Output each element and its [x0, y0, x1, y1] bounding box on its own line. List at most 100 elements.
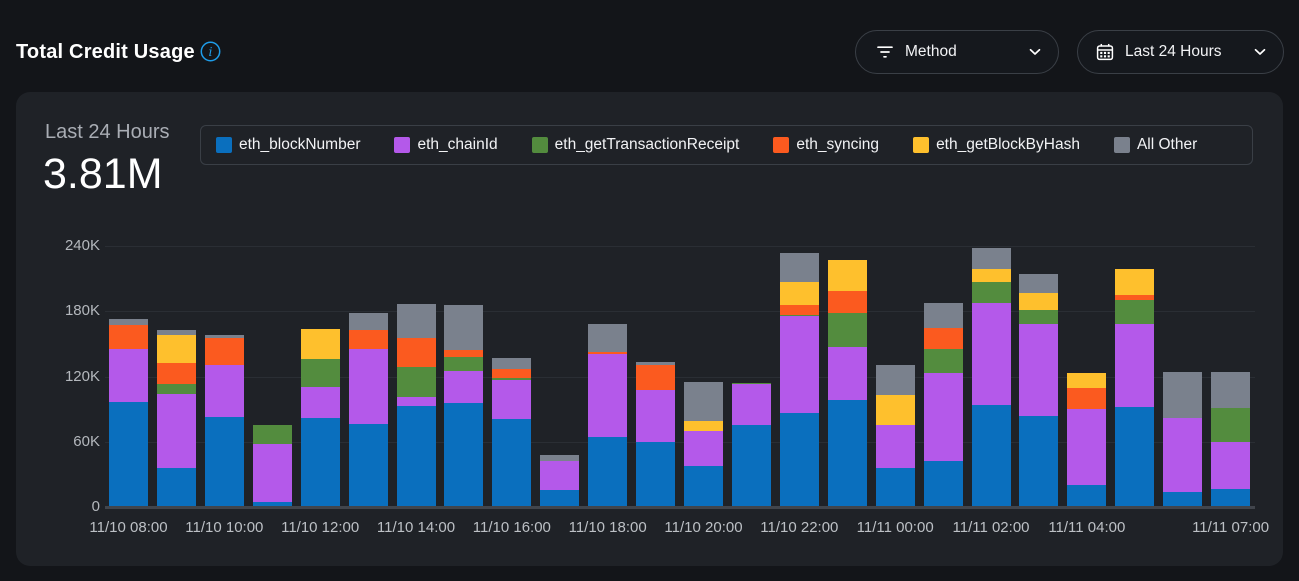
bar-segment-eth_getBlockByHash[interactable] [779, 281, 819, 305]
bar-segment-eth_syncing[interactable] [492, 368, 532, 378]
bar-segment-eth_getTransactionReceipt[interactable] [779, 314, 819, 316]
bar-segment-All Other[interactable] [875, 364, 915, 396]
bar-segment-eth_chainId[interactable] [875, 425, 915, 468]
bar-segment-eth_getTransactionReceipt[interactable] [1019, 310, 1059, 325]
bar-segment-All Other[interactable] [444, 304, 484, 351]
bar-segment-eth_blockNumber[interactable] [204, 416, 244, 507]
bar-segment-eth_getBlockByHash[interactable] [684, 421, 723, 431]
bar-11/10 23:00[interactable] [827, 260, 867, 507]
bar-segment-eth_chainId[interactable] [1211, 441, 1251, 489]
bar-segment-eth_blockNumber[interactable] [827, 400, 867, 507]
legend-item-eth_blockNumber[interactable]: eth_blockNumber [216, 136, 360, 154]
bar-segment-eth_blockNumber[interactable] [588, 437, 628, 507]
legend-item-eth_getTransactionReceipt[interactable]: eth_getTransactionReceipt [531, 136, 739, 154]
bar-segment-eth_syncing[interactable] [444, 350, 484, 357]
bar-segment-eth_chainId[interactable] [444, 371, 484, 403]
bar-11/10 09:00[interactable] [156, 329, 196, 507]
bar-segment-All Other[interactable] [923, 302, 963, 328]
bar-11/10 21:00[interactable] [731, 383, 771, 507]
bar-11/10 17:00[interactable] [540, 454, 580, 507]
bar-segment-eth_getTransactionReceipt[interactable] [156, 384, 196, 394]
bar-11/10 16:00[interactable] [492, 358, 532, 507]
bar-segment-All Other[interactable] [540, 454, 580, 462]
bar-11/10 22:00[interactable] [779, 252, 819, 507]
bar-segment-All Other[interactable] [109, 318, 148, 326]
bar-segment-eth_chainId[interactable] [636, 389, 676, 442]
bar-11/10 18:00[interactable] [588, 324, 628, 507]
info-icon[interactable]: i [200, 41, 221, 62]
bar-segment-eth_chainId[interactable] [252, 443, 292, 502]
bar-segment-All Other[interactable] [492, 358, 532, 369]
bar-segment-eth_chainId[interactable] [923, 373, 963, 462]
legend-item-eth_syncing[interactable]: eth_syncing [773, 136, 879, 154]
bar-segment-All Other[interactable] [779, 252, 819, 282]
bar-segment-eth_getTransactionReceipt[interactable] [827, 313, 867, 348]
bar-11/11 05:00[interactable] [1115, 268, 1155, 507]
bar-segment-eth_blockNumber[interactable] [1115, 406, 1155, 507]
bar-segment-eth_getTransactionReceipt[interactable] [971, 281, 1011, 303]
bar-segment-eth_chainId[interactable] [684, 430, 723, 466]
bar-segment-eth_chainId[interactable] [156, 393, 196, 468]
bar-segment-eth_getBlockByHash[interactable] [300, 328, 340, 360]
bar-segment-eth_chainId[interactable] [827, 347, 867, 401]
bar-segment-eth_blockNumber[interactable] [252, 501, 292, 507]
bar-segment-eth_blockNumber[interactable] [1163, 491, 1203, 507]
bar-segment-eth_chainId[interactable] [1067, 409, 1107, 486]
bar-segment-eth_getTransactionReceipt[interactable] [396, 366, 436, 398]
bar-segment-All Other[interactable] [1019, 274, 1059, 293]
bar-11/11 01:00[interactable] [923, 302, 963, 507]
bar-segment-eth_blockNumber[interactable] [923, 461, 963, 507]
bar-segment-eth_chainId[interactable] [540, 461, 580, 490]
method-filter-dropdown[interactable]: Method [855, 30, 1059, 74]
bar-segment-eth_chainId[interactable] [300, 387, 340, 418]
legend-item-All Other[interactable]: All Other [1113, 136, 1197, 154]
bar-segment-eth_blockNumber[interactable] [300, 417, 340, 507]
bar-11/10 19:00[interactable] [636, 362, 676, 507]
bar-segment-All Other[interactable] [971, 248, 1011, 269]
bar-segment-eth_blockNumber[interactable] [396, 405, 436, 507]
bar-segment-eth_chainId[interactable] [348, 349, 388, 425]
bar-11/11 06:00[interactable] [1163, 372, 1203, 507]
bar-segment-eth_chainId[interactable] [204, 364, 244, 417]
bar-segment-eth_blockNumber[interactable] [492, 418, 532, 507]
bar-segment-eth_syncing[interactable] [827, 290, 867, 314]
legend-item-eth_chainId[interactable]: eth_chainId [394, 136, 498, 154]
bar-segment-eth_getBlockByHash[interactable] [1019, 292, 1059, 311]
bar-segment-eth_getBlockByHash[interactable] [971, 268, 1011, 282]
bar-segment-eth_chainId[interactable] [779, 315, 819, 414]
bar-segment-eth_chainId[interactable] [396, 397, 436, 406]
bar-segment-All Other[interactable] [1163, 372, 1203, 418]
legend-item-eth_getBlockByHash[interactable]: eth_getBlockByHash [913, 136, 1080, 154]
bar-segment-eth_blockNumber[interactable] [1211, 488, 1251, 507]
bar-segment-eth_blockNumber[interactable] [636, 441, 676, 507]
bar-segment-eth_syncing[interactable] [588, 351, 628, 354]
bar-11/10 15:00[interactable] [444, 304, 484, 507]
bar-segment-eth_chainId[interactable] [1019, 324, 1059, 416]
bar-11/10 13:00[interactable] [348, 313, 388, 507]
bar-segment-eth_blockNumber[interactable] [684, 465, 723, 507]
bar-segment-eth_blockNumber[interactable] [109, 401, 148, 507]
bar-segment-eth_blockNumber[interactable] [1019, 415, 1059, 507]
bar-segment-eth_blockNumber[interactable] [779, 413, 819, 507]
bar-segment-eth_syncing[interactable] [348, 329, 388, 350]
bar-11/11 00:00[interactable] [875, 364, 915, 507]
bar-segment-eth_getTransactionReceipt[interactable] [731, 383, 771, 385]
time-range-dropdown[interactable]: Last 24 Hours [1077, 30, 1284, 74]
bar-segment-eth_syncing[interactable] [636, 364, 676, 390]
bar-11/11 02:00[interactable] [971, 248, 1011, 507]
bar-segment-All Other[interactable] [348, 313, 388, 330]
bar-segment-eth_syncing[interactable] [923, 327, 963, 350]
bar-segment-eth_syncing[interactable] [204, 338, 244, 365]
bar-segment-eth_blockNumber[interactable] [1067, 485, 1107, 507]
bar-segment-eth_chainId[interactable] [731, 384, 771, 426]
bar-segment-All Other[interactable] [636, 362, 676, 365]
bar-segment-eth_chainId[interactable] [109, 349, 148, 402]
bar-segment-eth_blockNumber[interactable] [875, 467, 915, 507]
bar-segment-eth_chainId[interactable] [1163, 417, 1203, 492]
bar-segment-eth_blockNumber[interactable] [444, 402, 484, 507]
bar-segment-eth_blockNumber[interactable] [971, 404, 1011, 507]
bar-segment-All Other[interactable] [204, 335, 244, 339]
bar-segment-All Other[interactable] [588, 324, 628, 352]
bar-11/10 20:00[interactable] [684, 381, 723, 507]
bar-segment-eth_getTransactionReceipt[interactable] [252, 425, 292, 444]
